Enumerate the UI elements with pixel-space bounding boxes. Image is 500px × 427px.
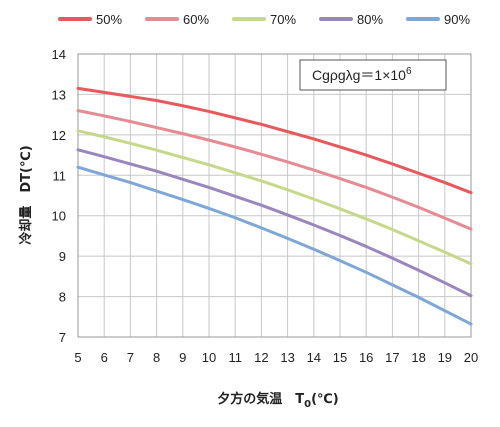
- annotation-box: Cgρgλg＝1×106: [299, 59, 447, 91]
- y-axis-title: 冷却量 DT(℃): [18, 145, 34, 244]
- x-tick-label: 12: [254, 350, 268, 365]
- y-tick-label: 11: [53, 168, 67, 183]
- x-tick-label: 14: [307, 350, 321, 365]
- series-line-80pct: [76, 148, 473, 298]
- y-tick-label: 7: [59, 330, 66, 345]
- x-tick-label: 20: [464, 350, 478, 365]
- y-tick-label: 13: [52, 87, 66, 102]
- y-tick-label: 14: [52, 47, 66, 62]
- y-tick-label: 9: [59, 249, 66, 264]
- x-tick-label: 18: [411, 350, 425, 365]
- x-axis-title: 夕方の気温 T0(℃): [217, 391, 338, 410]
- annotation-text: Cgρgλg＝1×106: [312, 66, 412, 83]
- tick-labels: 5 6 7 8 9 10 11 12 13 14 15 16 17 18 19 20 7 8 9 10 11 12 13 14: [52, 47, 479, 365]
- x-tick-label: 11: [228, 350, 242, 365]
- series-line-90pct: [76, 165, 473, 326]
- legend-label: 70%: [270, 12, 296, 27]
- legend-label: 60%: [183, 12, 209, 27]
- x-tick-label: 6: [101, 350, 108, 365]
- x-tick-label: 19: [438, 350, 452, 365]
- series-line-70pct: [76, 129, 473, 266]
- grid: [77, 53, 472, 338]
- plot-area-border: [77, 53, 472, 338]
- x-tick-label: 7: [127, 350, 134, 365]
- legend-label: 80%: [357, 12, 383, 27]
- series-line-60pct: [76, 109, 473, 231]
- legend-label: 50%: [96, 12, 122, 27]
- y-tick-label: 10: [52, 209, 66, 224]
- y-tick-label: 12: [52, 128, 66, 143]
- legend: 50% 60% 70% 80% 90%: [58, 12, 470, 27]
- x-tick-label: 8: [153, 350, 160, 365]
- x-tick-label: 10: [202, 350, 216, 365]
- x-tick-label: 16: [359, 350, 373, 365]
- legend-label: 90%: [444, 12, 470, 27]
- y-tick-label: 8: [59, 290, 66, 305]
- x-tick-label: 15: [333, 350, 347, 365]
- x-tick-label: 17: [385, 350, 399, 365]
- series-line-50pct: [76, 86, 473, 195]
- series-lines: [76, 86, 473, 326]
- x-tick-label: 13: [280, 350, 294, 365]
- x-tick-label: 9: [179, 350, 186, 365]
- x-tick-label: 5: [74, 350, 81, 365]
